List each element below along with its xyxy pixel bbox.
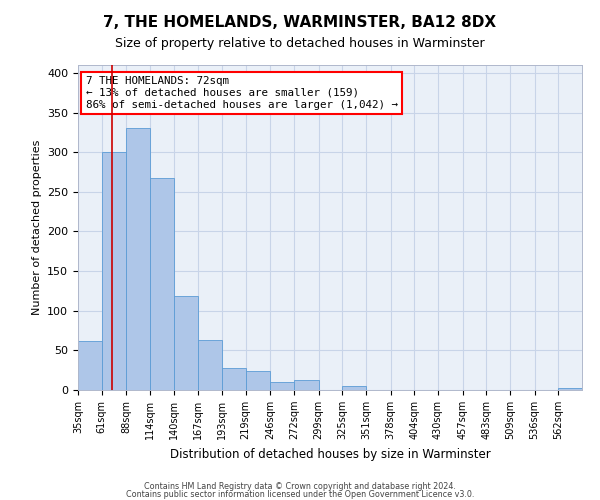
Bar xyxy=(127,128,150,390)
Bar xyxy=(245,371,271,390)
Bar xyxy=(173,296,199,390)
X-axis label: Distribution of detached houses by size in Warminster: Distribution of detached houses by size … xyxy=(170,448,490,460)
Text: 7, THE HOMELANDS, WARMINSTER, BA12 8DX: 7, THE HOMELANDS, WARMINSTER, BA12 8DX xyxy=(103,15,497,30)
Bar xyxy=(271,382,294,390)
Bar xyxy=(343,386,366,390)
Bar xyxy=(559,388,582,390)
Bar xyxy=(101,152,127,390)
Text: Contains HM Land Registry data © Crown copyright and database right 2024.: Contains HM Land Registry data © Crown c… xyxy=(144,482,456,491)
Text: 7 THE HOMELANDS: 72sqm
← 13% of detached houses are smaller (159)
86% of semi-de: 7 THE HOMELANDS: 72sqm ← 13% of detached… xyxy=(86,76,398,110)
Text: Size of property relative to detached houses in Warminster: Size of property relative to detached ho… xyxy=(115,38,485,51)
Bar xyxy=(150,178,173,390)
Bar xyxy=(222,368,245,390)
Text: Contains public sector information licensed under the Open Government Licence v3: Contains public sector information licen… xyxy=(126,490,474,499)
Bar xyxy=(294,380,319,390)
Y-axis label: Number of detached properties: Number of detached properties xyxy=(32,140,41,315)
Bar xyxy=(199,340,222,390)
Bar xyxy=(78,341,101,390)
